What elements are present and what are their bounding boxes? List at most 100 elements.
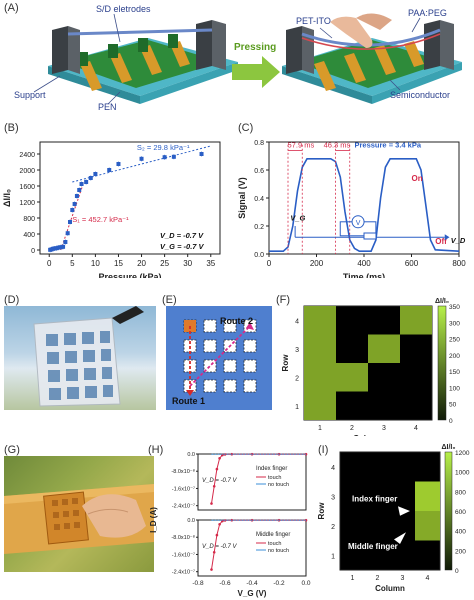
resistor-icon bbox=[363, 232, 377, 240]
legend-no-touch: no touch bbox=[268, 482, 289, 488]
x-tick-label: 3 bbox=[382, 425, 386, 432]
data-point bbox=[61, 244, 66, 249]
panel-label-h: (H) bbox=[148, 444, 164, 456]
y-tick-label: 0 bbox=[31, 248, 35, 255]
y-axis-label: Row bbox=[318, 502, 326, 520]
data-point bbox=[162, 155, 167, 160]
y-axis-label: Signal (V) bbox=[237, 177, 247, 219]
legend-touch: touch bbox=[268, 541, 281, 547]
circuit-inset: V V_G V_D bbox=[290, 213, 465, 244]
y-tick-label: 1 bbox=[295, 404, 299, 411]
x-tick-label: 4 bbox=[414, 425, 418, 432]
device-unpressed bbox=[48, 20, 238, 104]
x-tick-label: 3 bbox=[401, 575, 405, 582]
data-point bbox=[93, 172, 98, 176]
y-tick-label: 2000 bbox=[19, 168, 35, 175]
annotation-vd: V_D = -0.7 V bbox=[160, 231, 204, 240]
x-tick-label: 1 bbox=[318, 425, 322, 432]
x-axis-label: V_G (V) bbox=[238, 589, 267, 598]
y-tick-label: -8.0x10⁻⁸ bbox=[171, 468, 195, 475]
data-point bbox=[74, 194, 79, 198]
x-tick-label: -0.2 bbox=[273, 580, 285, 587]
data-point bbox=[199, 152, 204, 156]
annotation-t2: 46.3 ms bbox=[324, 141, 351, 150]
panel-label-i: (I) bbox=[318, 444, 329, 456]
y-tick-label: 3 bbox=[331, 494, 335, 501]
x-axis-label: Pressure (kPa) bbox=[98, 272, 161, 278]
data-point bbox=[139, 156, 144, 161]
data-point bbox=[107, 168, 112, 172]
colorbar-tick-label: 0 bbox=[449, 418, 453, 425]
colorbar-tick-label: 200 bbox=[449, 353, 460, 360]
panel-label-e: (E) bbox=[162, 294, 177, 306]
y-tick-label: -8.0x10⁻⁸ bbox=[171, 534, 195, 541]
legend-touch: touch bbox=[268, 475, 281, 481]
y-tick-label: -1.6x10⁻⁷ bbox=[172, 485, 195, 492]
series-touch-point bbox=[210, 568, 213, 571]
data-point bbox=[84, 180, 89, 184]
data-point bbox=[116, 162, 121, 166]
x-tick-label: -0.6 bbox=[219, 580, 231, 587]
data-point bbox=[79, 182, 84, 186]
data-point bbox=[88, 176, 93, 180]
label-route-2: Route 2 bbox=[220, 316, 254, 326]
y-tick-label: 2 bbox=[331, 524, 335, 531]
y-tick-label: 0.0 bbox=[187, 518, 195, 524]
label-vg: V_G bbox=[290, 213, 305, 222]
heatmap-f: 1 2 3 4 1 2 3 4 Column Row 0 50 100 150 200 250 300 350ΔI… bbox=[281, 298, 460, 436]
data-point bbox=[77, 188, 82, 192]
colorbar-tick-label: 100 bbox=[449, 385, 460, 392]
panel-label-a: (A) bbox=[4, 2, 19, 14]
finger-icon bbox=[330, 13, 392, 48]
x-tick-label: 25 bbox=[160, 259, 169, 268]
colorbar-tick-label: 50 bbox=[449, 402, 457, 409]
label-index-finger: Index finger bbox=[352, 495, 397, 504]
heatmap-cell bbox=[400, 306, 432, 335]
x-tick-label: 600 bbox=[405, 259, 419, 268]
heatmap-cell bbox=[304, 306, 336, 335]
x-tick-label: 0 bbox=[267, 259, 272, 268]
wrist-photo bbox=[4, 484, 154, 554]
y-tick-label: 0.0 bbox=[187, 452, 195, 458]
series-touch-point bbox=[218, 523, 221, 526]
route-2-path bbox=[189, 325, 251, 387]
y-tick-label: 2 bbox=[295, 375, 299, 382]
series-touch-point bbox=[212, 485, 216, 488]
flexible-array-photo bbox=[33, 306, 144, 407]
x-tick-label: 10 bbox=[91, 259, 100, 268]
x-axis-label: Column bbox=[353, 434, 383, 436]
label-semiconductor: Semiconductor bbox=[390, 90, 451, 100]
series-touch-point bbox=[210, 502, 213, 505]
data-point bbox=[56, 245, 61, 250]
colorbar-label: ΔI/I₀ bbox=[435, 298, 449, 305]
colorbar-tick-label: 1200 bbox=[455, 450, 470, 457]
colorbar bbox=[437, 305, 447, 421]
annotation-vd: V_D = -0.7 V bbox=[202, 478, 238, 484]
x-tick-label: -0.4 bbox=[246, 580, 258, 587]
y-tick-label: 0.0 bbox=[254, 252, 264, 259]
label-sd-electrodes: S/D eletrodes bbox=[96, 4, 151, 14]
signal-line bbox=[269, 158, 460, 252]
colorbar-tick-label: 600 bbox=[455, 509, 466, 516]
y-tick-label: -2.4x10⁻⁷ bbox=[172, 569, 195, 576]
x-tick-label: 15 bbox=[114, 259, 123, 268]
device-pressed bbox=[282, 13, 462, 104]
x-tick-label: 4 bbox=[426, 575, 430, 582]
colorbar-tick-label: 200 bbox=[455, 548, 466, 555]
series-touch-point bbox=[230, 452, 234, 456]
heatmap-cell bbox=[304, 334, 336, 363]
heatmap-cell bbox=[304, 391, 336, 420]
panel-label-c: (C) bbox=[238, 122, 254, 134]
annotation-s2: S₂ = 29.8 kPa⁻¹ bbox=[137, 143, 190, 152]
heatmap-cell bbox=[415, 511, 440, 541]
series-touch-point bbox=[230, 518, 234, 522]
heatmap-cell bbox=[304, 363, 336, 392]
colorbar bbox=[444, 451, 453, 571]
data-point bbox=[58, 245, 63, 250]
y-tick-label: 4 bbox=[331, 465, 335, 472]
annotation-pressure: Pressure = 3.4 kPa bbox=[355, 141, 422, 150]
arrow-vd bbox=[444, 234, 450, 241]
data-point bbox=[70, 208, 75, 212]
x-tick-label: 35 bbox=[206, 259, 215, 268]
y-tick-label: 0.4 bbox=[254, 196, 264, 203]
